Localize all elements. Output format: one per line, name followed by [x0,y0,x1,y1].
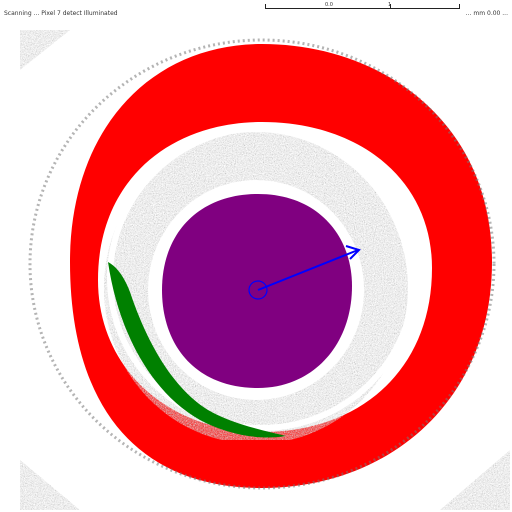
inner-disc-region[interactable] [162,194,352,388]
arrow-head-icon [345,245,361,260]
scale-label-0: 0.0 [325,2,333,8]
direction-vector[interactable] [248,245,361,300]
vector-origin-icon [248,280,268,300]
image-caption-left: Scanning ... Pixel 7 detect Illuminated [4,10,118,17]
vector-shaft [257,249,359,291]
outer-texture-fringe [28,38,496,490]
image-caption-right: ... mm 0.00 ... [465,10,508,17]
corner-texture-br [440,450,510,510]
inner-white-gap [107,125,417,431]
corner-texture-tl [20,30,70,70]
scale-tick-end [459,4,460,8]
scale-bar [265,8,460,9]
corner-texture-bl [20,460,80,510]
scale-tick-mid [390,4,391,8]
outer-ring-region[interactable] [70,44,492,488]
lesion-region[interactable] [108,262,286,438]
scale-label-1: 1 [388,2,392,8]
scale-tick-start [265,4,266,8]
